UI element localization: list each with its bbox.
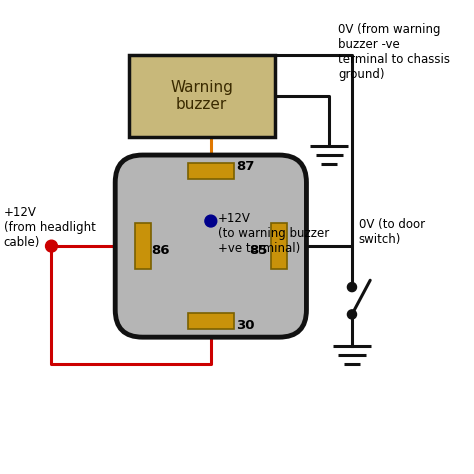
Text: 0V (from warning
buzzer -ve
terminal to chassis
ground): 0V (from warning buzzer -ve terminal to … bbox=[338, 23, 450, 81]
Text: 87: 87 bbox=[236, 160, 254, 173]
Bar bbox=[135, 223, 151, 269]
Bar bbox=[188, 163, 234, 179]
FancyBboxPatch shape bbox=[129, 55, 274, 137]
Text: 85: 85 bbox=[249, 244, 268, 257]
Text: 0V (to door
switch): 0V (to door switch) bbox=[359, 219, 425, 246]
Circle shape bbox=[347, 283, 356, 292]
FancyBboxPatch shape bbox=[115, 155, 307, 337]
Circle shape bbox=[46, 240, 57, 252]
Bar bbox=[188, 313, 234, 329]
Text: +12V
(from headlight
cable): +12V (from headlight cable) bbox=[4, 206, 96, 249]
Text: 30: 30 bbox=[236, 319, 255, 332]
Text: +12V
(to warning buzzer
+ve terminal): +12V (to warning buzzer +ve terminal) bbox=[218, 212, 329, 255]
Text: Warning
buzzer: Warning buzzer bbox=[170, 80, 233, 112]
Text: 86: 86 bbox=[152, 244, 170, 257]
Circle shape bbox=[347, 310, 356, 319]
Bar bbox=[271, 223, 287, 269]
Circle shape bbox=[205, 215, 217, 227]
